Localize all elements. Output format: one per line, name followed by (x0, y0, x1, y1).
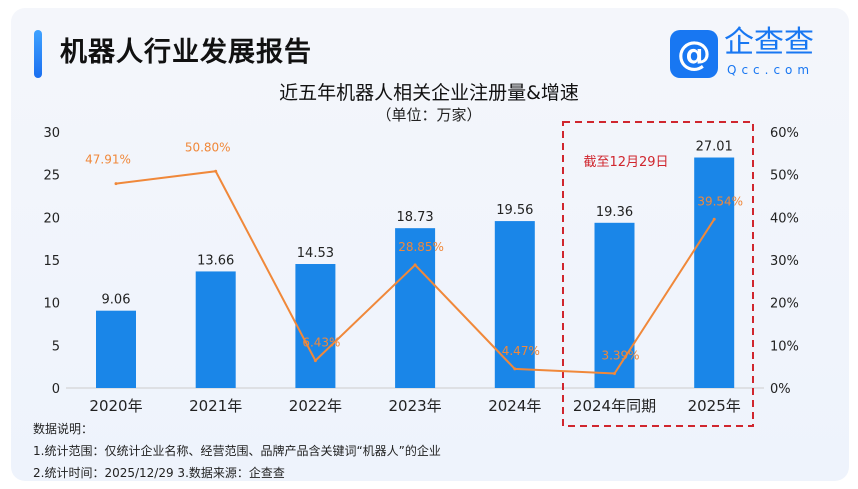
y-right-tick-label: 20% (770, 297, 799, 312)
x-tick-label: 2024年 (488, 397, 541, 415)
growth-point (513, 367, 517, 371)
y-right-tick-label: 50% (770, 169, 799, 184)
y-right-tick-label: 0% (770, 382, 791, 397)
x-tick-label: 2025年 (688, 397, 741, 415)
highlight-box (562, 121, 754, 427)
bar-value-label: 19.56 (496, 203, 533, 218)
bar-value-label: 27.01 (696, 140, 733, 155)
chart-subtitle: （单位：万家） (376, 106, 482, 124)
bar (96, 310, 136, 388)
growth-label: 3.39% (601, 349, 639, 363)
y-right-tick-label: 30% (770, 254, 799, 269)
growth-label: 4.47% (502, 344, 540, 358)
logo-subtext: Qcc.com (727, 63, 815, 77)
growth-point (214, 169, 218, 173)
y-right-tick-label: 10% (770, 339, 799, 354)
notes-heading: 数据说明： (33, 422, 94, 436)
qcc-logo-icon: @ (670, 30, 718, 78)
logo-text: 企查查 (724, 25, 814, 60)
note-2: 2.统计时间：2025/12/29 3.数据来源：企查查 (33, 466, 285, 480)
bar-value-label: 13.66 (197, 253, 234, 268)
y-right-tick-label: 40% (770, 211, 799, 226)
y-left-tick-label: 25 (43, 169, 60, 184)
report-title: 机器人行业发展报告 (60, 37, 312, 68)
bar-value-label: 9.06 (102, 293, 131, 308)
growth-label: 47.91% (85, 153, 131, 167)
bar (594, 222, 635, 388)
x-tick-label: 2023年 (389, 397, 442, 415)
bar (694, 157, 735, 388)
bar-value-label: 14.53 (297, 246, 334, 261)
bar (494, 221, 535, 388)
x-tick-label: 2021年 (189, 397, 242, 415)
y-left-tick-label: 5 (52, 339, 60, 354)
bar (295, 264, 336, 388)
bar (395, 228, 436, 388)
x-tick-label: 2020年 (89, 397, 142, 415)
bar-value-label: 19.36 (596, 205, 633, 220)
growth-label: 28.85% (398, 240, 444, 254)
growth-point (114, 182, 118, 186)
highlight-annotation: 截至12月29日 (583, 155, 668, 170)
title-accent (34, 30, 42, 78)
growth-point (613, 372, 616, 376)
growth-label: 50.80% (185, 140, 231, 154)
chart-title: 近五年机器人相关企业注册量&增速 (279, 82, 579, 104)
growth-label: 6.43% (302, 336, 340, 350)
note-1: 1.统计范围：仅统计企业名称、经营范围、品牌产品含关键词“机器人”的企业 (33, 444, 441, 458)
y-left-tick-label: 10 (43, 297, 60, 312)
growth-point (413, 263, 417, 267)
bar (195, 271, 236, 388)
growth-point (313, 359, 317, 363)
growth-point (712, 217, 716, 221)
x-tick-label: 2022年 (289, 397, 342, 415)
growth-label: 39.54% (697, 194, 743, 208)
y-left-tick-label: 0 (52, 382, 60, 397)
y-left-tick-label: 30 (43, 126, 60, 141)
y-left-tick-label: 20 (43, 211, 60, 226)
bar-value-label: 18.73 (396, 210, 433, 225)
x-tick-label: 2024年同期 (573, 397, 656, 415)
y-right-tick-label: 60% (770, 126, 799, 141)
y-left-tick-label: 15 (43, 254, 60, 269)
